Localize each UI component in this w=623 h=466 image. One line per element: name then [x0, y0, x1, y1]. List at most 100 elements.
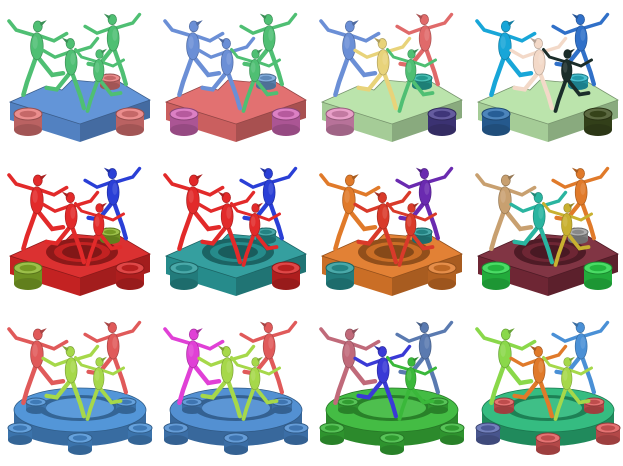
- cylinder-right: [427, 107, 457, 136]
- model-render: [475, 12, 619, 142]
- segmentation-panel: [470, 310, 623, 465]
- cylinder-right: [439, 422, 465, 445]
- dancer-figure-d: [542, 48, 593, 113]
- dancer-figure-d: [542, 356, 593, 421]
- dancer-figure-a: [7, 327, 69, 406]
- dancer-figure-a: [163, 19, 225, 98]
- dancer-figure-a: [163, 327, 225, 406]
- segmentation-panel: [470, 2, 623, 157]
- segmentation-panel: [158, 156, 313, 311]
- cylinder-back-left: [337, 397, 359, 414]
- dancer-figure-a: [475, 327, 537, 406]
- dancer-figure-c: [551, 320, 610, 395]
- dancer-figure-d: [74, 356, 125, 421]
- cylinder-right: [271, 107, 301, 136]
- dancer-figure-b: [509, 344, 568, 419]
- cylinder-left: [169, 261, 199, 290]
- cylinder-right: [583, 107, 613, 136]
- dancer-figure-b: [197, 190, 256, 265]
- dancer-figure-c: [83, 166, 142, 241]
- cylinder-right: [115, 107, 145, 136]
- dancer-figure-d: [230, 48, 281, 113]
- cylinder-left: [169, 107, 199, 136]
- segmentation-panel: [314, 2, 469, 157]
- dancer-figure-d: [74, 202, 125, 267]
- cylinder-right: [595, 422, 621, 445]
- cylinder-left: [475, 422, 501, 445]
- cylinder-right: [271, 261, 301, 290]
- cylinder-back-left: [493, 397, 515, 414]
- model-render: [319, 320, 465, 455]
- cylinder-left: [163, 422, 189, 445]
- dancer-figure-d: [386, 356, 437, 421]
- dancer-figure-c: [551, 12, 610, 87]
- dancer-figure-d: [230, 202, 281, 267]
- dancer-figure-d: [386, 48, 437, 113]
- cylinder-back: [99, 227, 121, 244]
- dancer-figure-b: [41, 190, 100, 265]
- dancer-figure-c: [395, 320, 454, 395]
- segmentation-panel: [158, 310, 313, 465]
- segmentation-panel: [314, 310, 469, 465]
- segmentation-panel: [2, 310, 157, 465]
- cylinder-left: [7, 422, 33, 445]
- cylinder-left: [13, 107, 43, 136]
- dancer-figure-b: [41, 344, 100, 419]
- dancer-figure-b: [197, 344, 256, 419]
- model-render: [475, 320, 621, 455]
- segmentation-panel: [2, 156, 157, 311]
- segmentation-panel: [2, 2, 157, 157]
- model-render: [7, 12, 151, 142]
- model-render: [7, 320, 153, 455]
- dancer-figure-a: [7, 173, 69, 252]
- segmentation-panel: [314, 156, 469, 311]
- dancer-figure-b: [509, 36, 568, 111]
- dancer-figure-a: [319, 327, 381, 406]
- cylinder-front: [223, 432, 249, 455]
- dancer-figure-d: [542, 202, 593, 267]
- dancer-figure-a: [319, 173, 381, 252]
- dancer-figure-b: [509, 190, 568, 265]
- cylinder-back-left: [181, 397, 203, 414]
- cylinder-right: [427, 261, 457, 290]
- base-gear: [169, 387, 303, 446]
- dancer-figure-b: [353, 344, 412, 419]
- dancer-figure-c: [551, 166, 610, 241]
- cylinder-left: [325, 261, 355, 290]
- dancer-figure-b: [197, 36, 256, 111]
- segmentation-panel: [158, 2, 313, 157]
- dancer-figure-d: [386, 202, 437, 267]
- model-render: [163, 12, 307, 142]
- dancer-figure-a: [475, 19, 537, 98]
- cylinder-front: [67, 432, 93, 455]
- dancer-figure-a: [475, 173, 537, 252]
- cylinder-right: [583, 261, 613, 290]
- dancer-figure-a: [163, 173, 225, 252]
- dancer-figure-c: [83, 320, 142, 395]
- cylinder-back-left: [25, 397, 47, 414]
- cylinder-front: [535, 432, 561, 455]
- model-render: [7, 166, 151, 296]
- cylinder-front: [379, 432, 405, 455]
- cylinder-left: [325, 107, 355, 136]
- dancer-figure-d: [74, 48, 125, 113]
- cylinder-left: [319, 422, 345, 445]
- model-render: [319, 12, 463, 142]
- model-render: [163, 320, 309, 455]
- dancer-figure-d: [230, 356, 281, 421]
- cylinder-right: [283, 422, 309, 445]
- dancer-figure-a: [319, 19, 381, 98]
- dancer-figure-a: [7, 19, 69, 98]
- cylinder-left: [481, 107, 511, 136]
- segmentation-panel: [470, 156, 623, 311]
- cylinder-left: [481, 261, 511, 290]
- dancer-figure-b: [353, 190, 412, 265]
- cylinder-left: [13, 261, 43, 290]
- cylinder-right: [115, 261, 145, 290]
- model-render: [163, 166, 307, 296]
- dancer-figure-b: [41, 36, 100, 111]
- cylinder-right: [127, 422, 153, 445]
- dancer-figure-b: [353, 36, 412, 111]
- model-render: [319, 166, 463, 296]
